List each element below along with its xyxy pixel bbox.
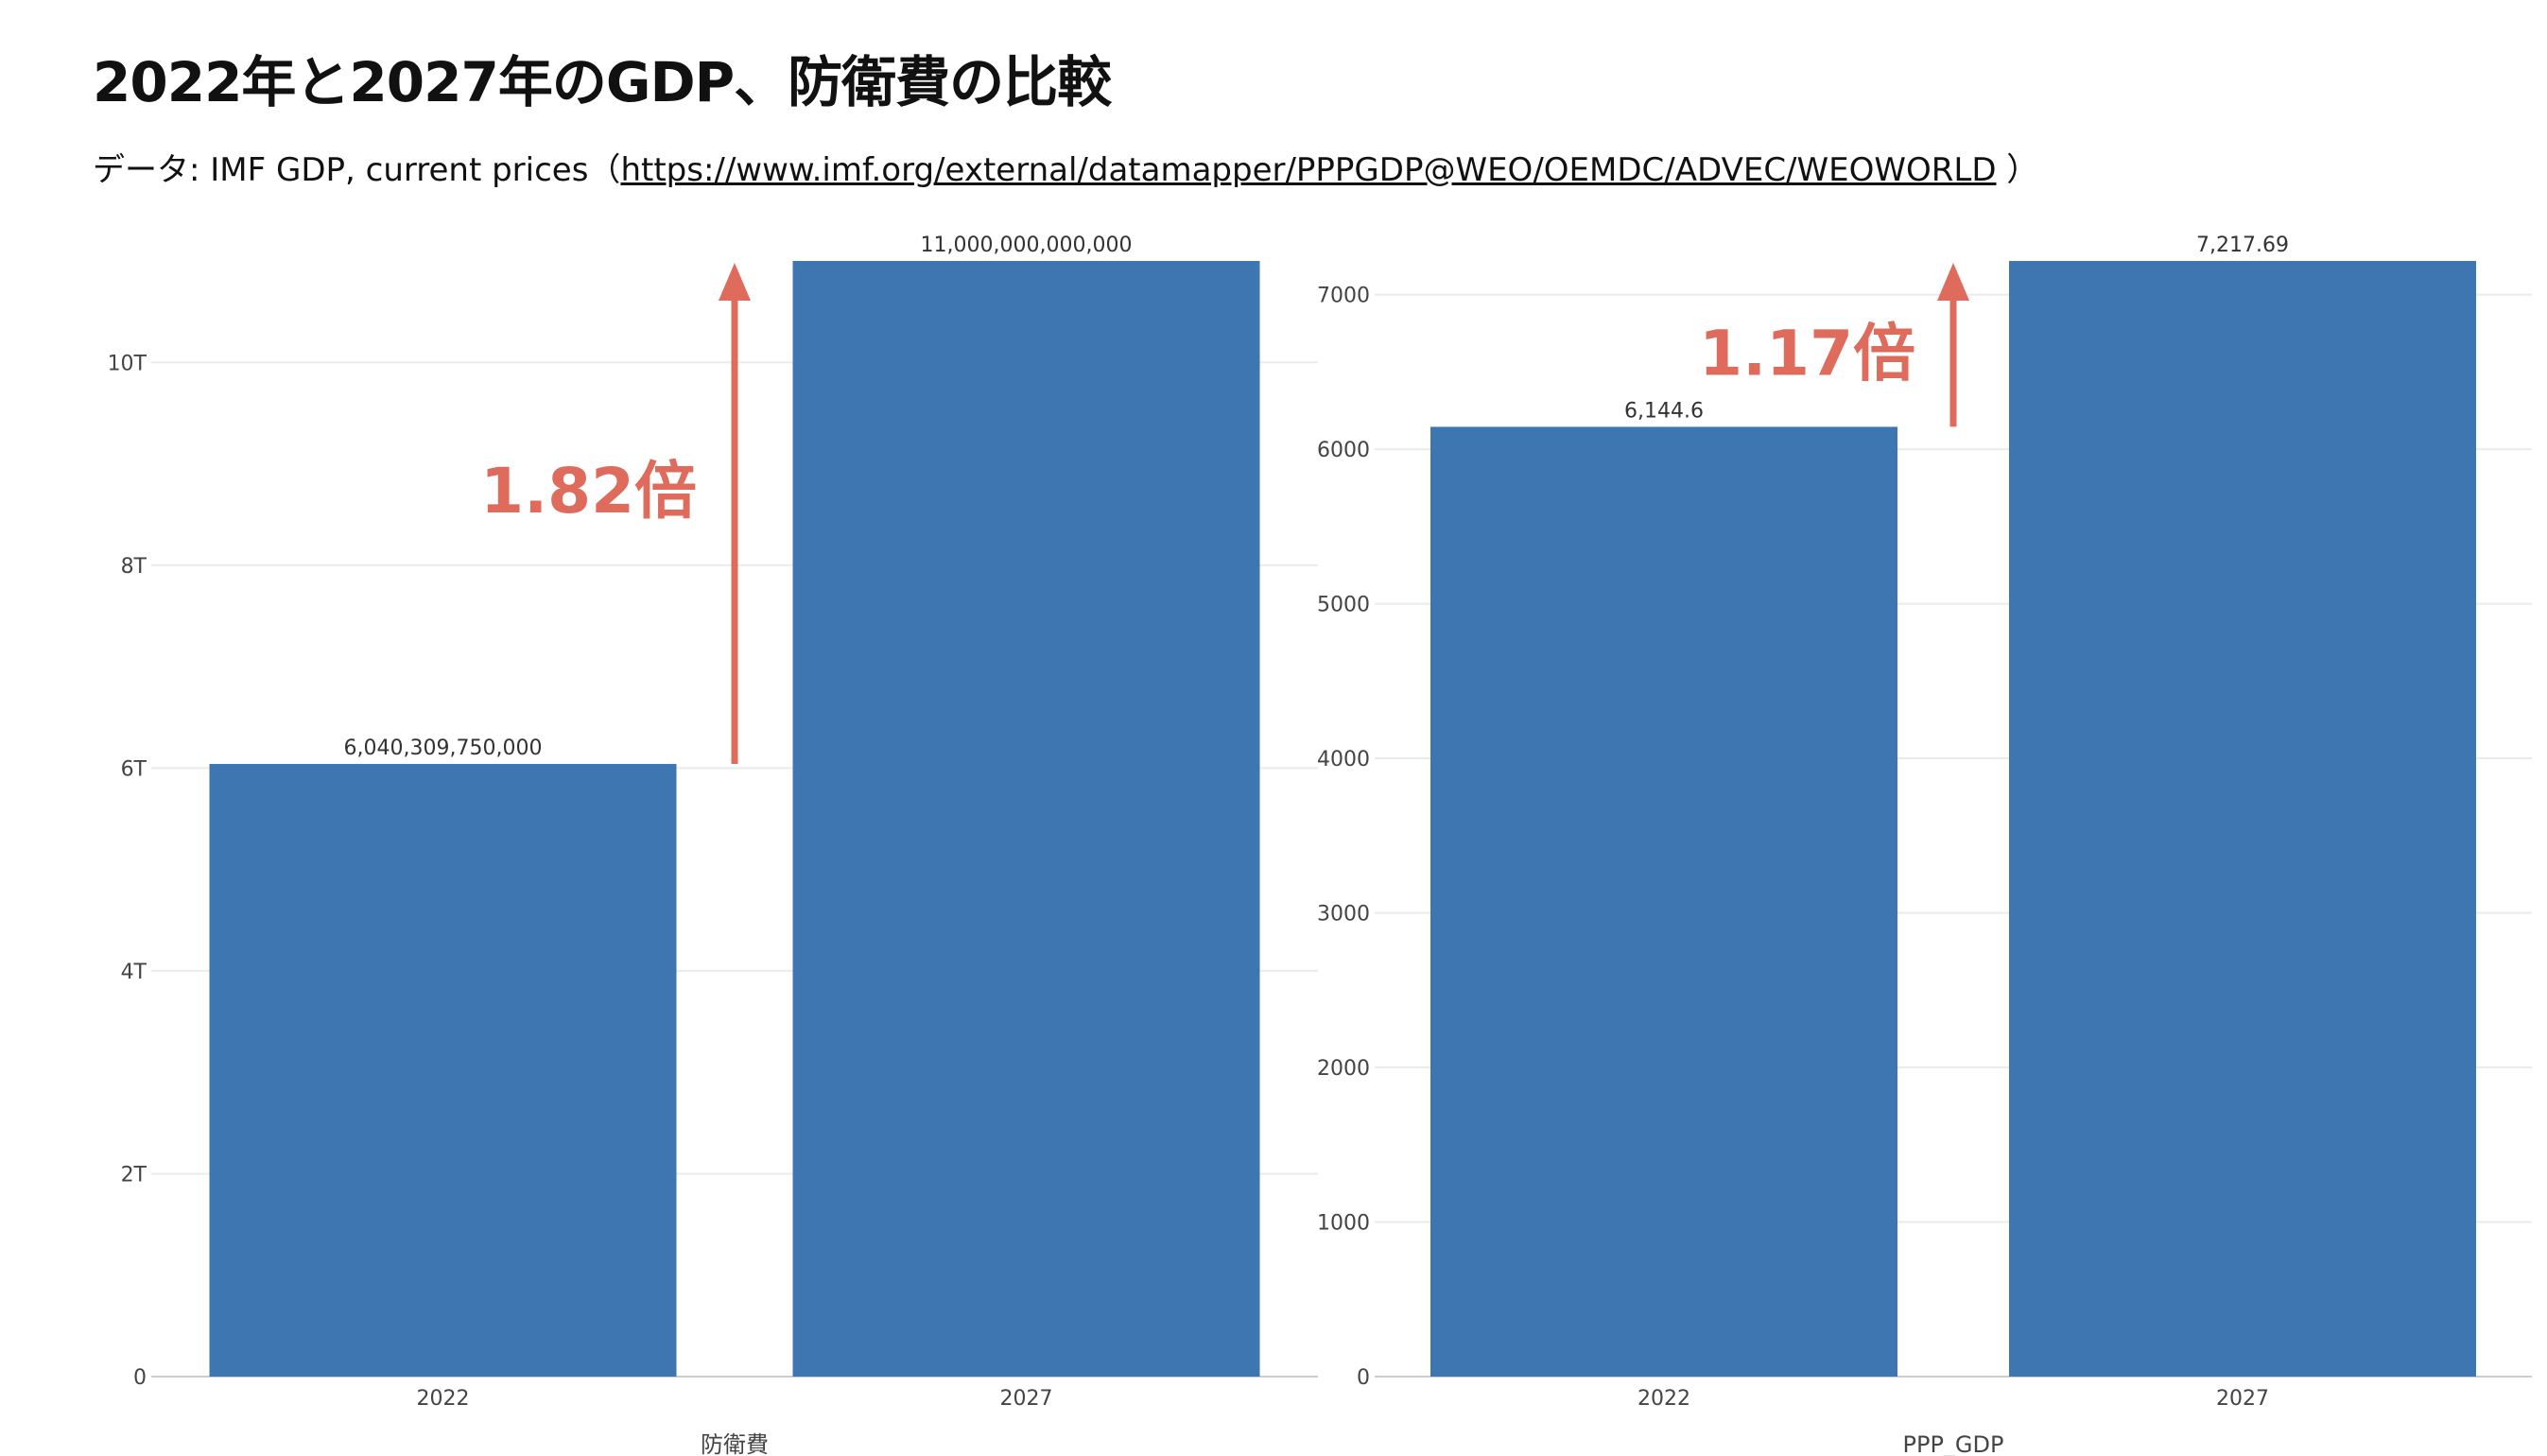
growth-arrow-head [1937, 263, 1969, 301]
x-tick-label: 2022 [1637, 1387, 1690, 1411]
data-label-2022: 6,144.6 [1624, 399, 1704, 423]
ppp-gdp-chart: 0 1000 2000 3000 4000 5000 6000 7000 6,144.6 2022… [1318, 234, 2532, 1456]
growth-arrow-head [719, 263, 751, 301]
y-tick-label: 6T [121, 757, 147, 781]
y-tick-label: 10T [108, 352, 147, 375]
data-label-2027: 11,000,000,000,000 [921, 234, 1133, 257]
x-axis-title: PPP_GDP [1903, 1431, 2004, 1456]
data-label-2022: 6,040,309,750,000 [344, 737, 543, 760]
y-tick-label: 1000 [1318, 1212, 1370, 1236]
source-prefix: データ: IMF GDP, current prices（ [93, 151, 621, 189]
page-title: 2022年と2027年のGDP、防衛費の比較 [93, 50, 1112, 114]
y-tick-label: 8T [121, 555, 147, 579]
source-link[interactable]: https://www.imf.org/external/datamapper/… [620, 151, 1997, 189]
y-tick-label: 4000 [1318, 748, 1370, 771]
bar-2022 [1430, 426, 1897, 1377]
y-tick-label: 0 [1357, 1366, 1370, 1390]
growth-ratio-annotation: 1.82倍 [480, 455, 697, 528]
y-tick-label: 5000 [1318, 594, 1370, 617]
y-tick-label: 7000 [1318, 285, 1370, 308]
defense-spending-chart: 0 2T 4T 6T 8T 10T 6,040,309,750,000 2022 11,000,… [108, 234, 1318, 1456]
y-tick-label: 4T [121, 961, 147, 984]
y-tick-label: 2T [121, 1163, 147, 1187]
data-label-2027: 7,217.69 [2196, 234, 2289, 257]
x-tick-label: 2022 [417, 1387, 470, 1411]
y-tick-label: 2000 [1318, 1057, 1370, 1081]
bar-2027 [792, 261, 1260, 1377]
bar-2027 [2009, 261, 2476, 1377]
x-axis-title: 防衛費 [701, 1431, 769, 1456]
x-tick-label: 2027 [1000, 1387, 1053, 1411]
x-tick-label: 2027 [2216, 1387, 2269, 1411]
y-tick-label: 3000 [1318, 903, 1370, 927]
data-source-note: データ: IMF GDP, current prices（https://www… [93, 144, 2038, 190]
growth-ratio-annotation: 1.17倍 [1699, 317, 1915, 390]
y-tick-label: 0 [133, 1366, 147, 1390]
y-tick-label: 6000 [1318, 439, 1370, 462]
source-suffix: ） [1996, 151, 2039, 189]
bar-2022 [209, 764, 677, 1377]
